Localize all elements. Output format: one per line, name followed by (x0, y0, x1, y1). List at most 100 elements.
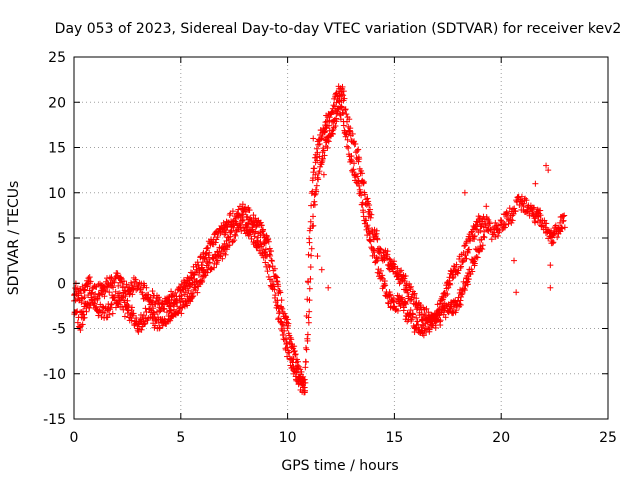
data-point (480, 233, 487, 240)
data-point (320, 125, 327, 132)
data-point (404, 287, 411, 294)
data-point (377, 267, 384, 274)
data-point (329, 131, 336, 138)
data-point (407, 307, 414, 314)
data-point (96, 307, 103, 314)
data-point (354, 147, 361, 154)
data-point (271, 265, 278, 272)
data-point (202, 250, 209, 257)
data-point (155, 294, 162, 301)
data-point (313, 154, 320, 161)
data-point (343, 131, 350, 138)
data-point (106, 289, 113, 296)
data-point (502, 221, 509, 228)
data-point (331, 103, 338, 110)
data-point (278, 318, 285, 325)
data-point (474, 254, 481, 261)
data-point (87, 278, 94, 285)
data-point (342, 106, 349, 113)
data-point (226, 242, 233, 249)
data-point (143, 308, 150, 315)
data-point (93, 306, 100, 313)
data-point (150, 309, 157, 316)
data-point (308, 252, 315, 259)
data-point (367, 206, 374, 213)
data-point (314, 157, 321, 164)
data-point (264, 251, 271, 258)
data-point (319, 155, 326, 162)
y-tick-label: -15 (43, 412, 66, 428)
data-point (246, 216, 253, 223)
data-point (504, 210, 511, 217)
data-point (248, 235, 255, 242)
data-point (543, 162, 550, 169)
data-point (473, 253, 480, 260)
data-point (212, 239, 219, 246)
data-point (266, 264, 273, 271)
data-point (538, 223, 545, 230)
data-point (361, 191, 368, 198)
x-tick-label: 20 (492, 430, 510, 446)
data-point (214, 234, 221, 241)
data-point (366, 202, 373, 209)
data-point (390, 268, 397, 275)
data-point (321, 152, 328, 159)
data-point (149, 288, 156, 295)
data-point (405, 293, 412, 300)
data-point (340, 122, 347, 129)
data-point (471, 236, 478, 243)
data-point (74, 308, 81, 315)
data-point (108, 283, 115, 290)
data-point (424, 319, 431, 326)
data-point (509, 217, 516, 224)
data-point (366, 229, 373, 236)
data-point (78, 290, 85, 297)
data-point (108, 301, 115, 308)
data-point (344, 136, 351, 143)
data-point (297, 366, 304, 373)
data-point (182, 289, 189, 296)
data-point (111, 279, 118, 286)
data-point (178, 295, 185, 302)
data-point (238, 212, 245, 219)
data-point (186, 283, 193, 290)
data-point (108, 300, 115, 307)
data-point (523, 197, 530, 204)
data-point (413, 295, 420, 302)
data-point (167, 307, 174, 314)
data-point (281, 336, 288, 343)
data-point (543, 220, 550, 227)
data-point (168, 307, 175, 314)
data-point (448, 303, 455, 310)
data-point (496, 227, 503, 234)
data-point (549, 240, 556, 247)
data-point (317, 163, 324, 170)
data-point (350, 166, 357, 173)
data-point (332, 122, 339, 129)
data-point (402, 273, 409, 280)
data-point (289, 359, 296, 366)
data-point (340, 88, 347, 95)
y-tick-label: 20 (48, 95, 66, 111)
x-tick-label: 10 (279, 430, 297, 446)
data-point (227, 233, 234, 240)
data-point (310, 135, 317, 142)
data-point (264, 268, 271, 275)
data-point (219, 255, 226, 262)
data-point (371, 247, 378, 254)
data-point (433, 317, 440, 324)
data-point (363, 217, 370, 224)
data-point (442, 314, 449, 321)
data-point (425, 309, 432, 316)
data-point (449, 275, 456, 282)
data-point (272, 273, 279, 280)
data-point (320, 147, 327, 154)
data-point (554, 234, 561, 241)
x-tick-label: 5 (176, 430, 185, 446)
data-point (156, 325, 163, 332)
data-point (375, 255, 382, 262)
data-point (456, 255, 463, 262)
data-point (459, 290, 466, 297)
data-point (516, 201, 523, 208)
data-point (79, 321, 86, 328)
